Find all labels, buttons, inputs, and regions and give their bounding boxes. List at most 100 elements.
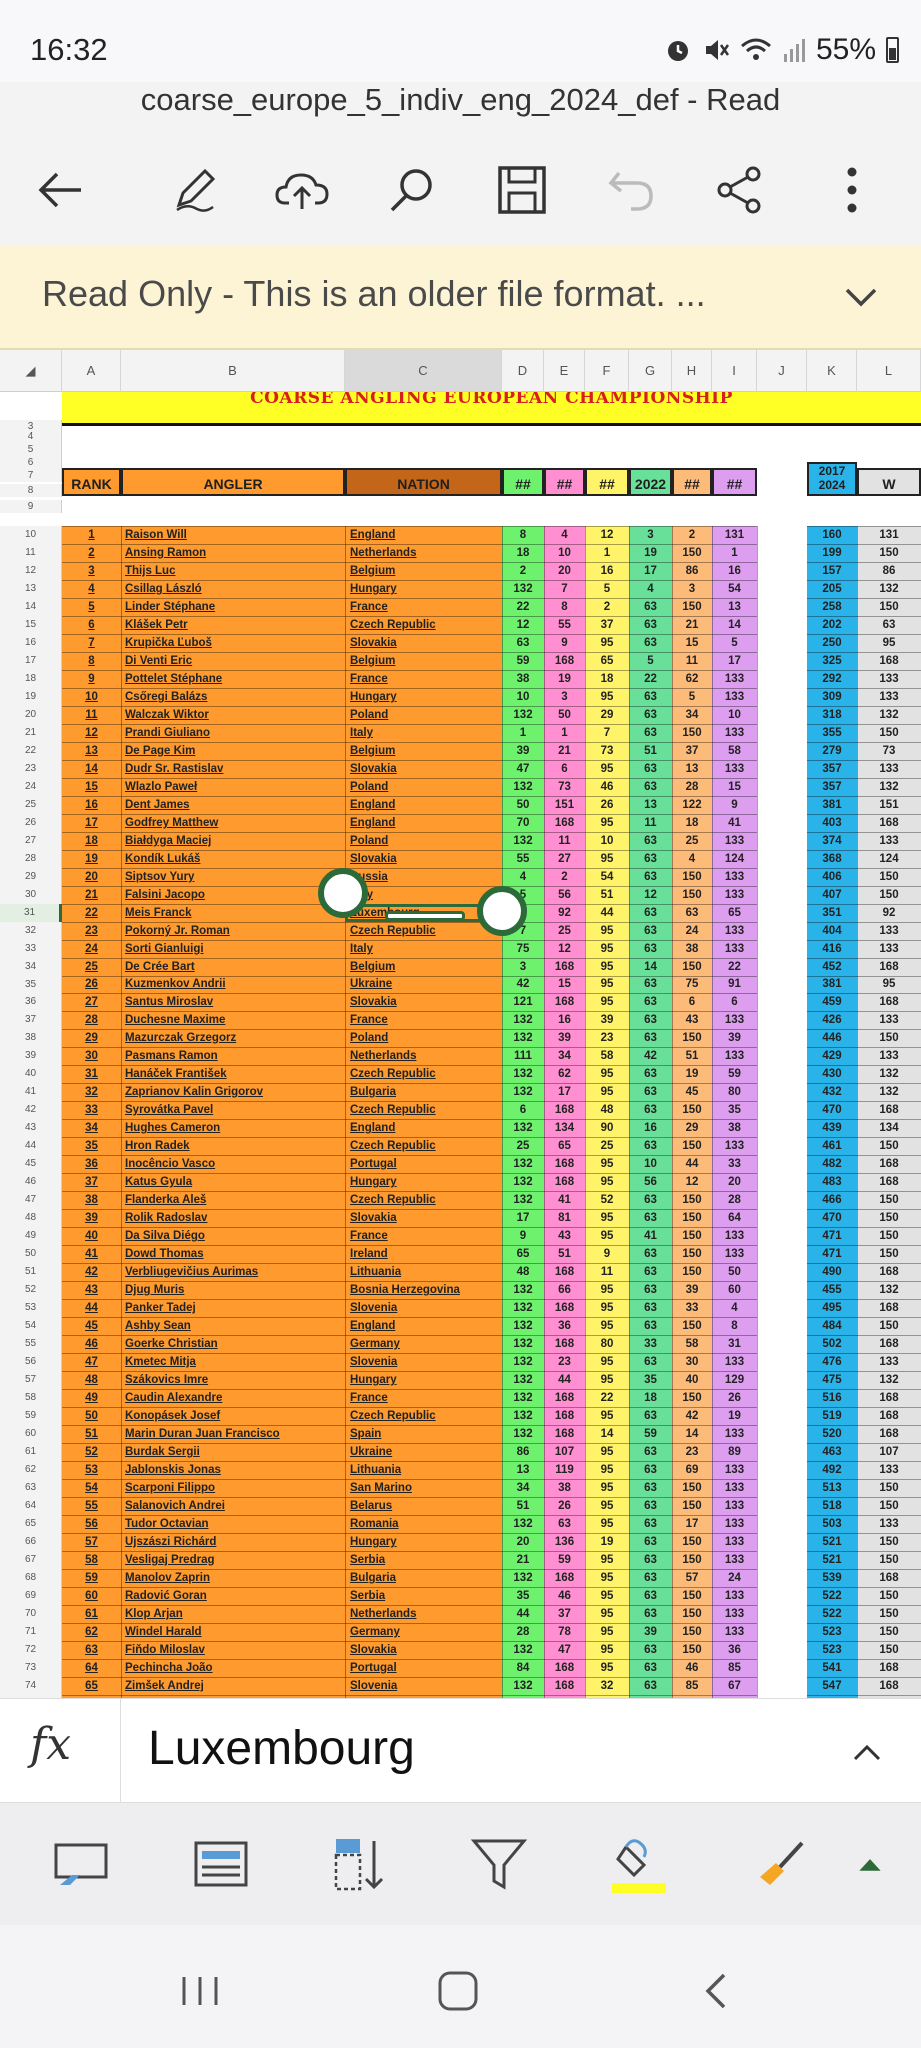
nation-cell[interactable]: England [345,1317,502,1335]
score-cell-e[interactable]: 19 [544,670,585,688]
score-cell-h[interactable]: 2 [672,526,712,544]
rank-cell[interactable]: 36 [62,1155,121,1173]
score-cell-g[interactable]: 63 [629,598,672,616]
rank-cell[interactable]: 53 [62,1461,121,1479]
nation-cell[interactable]: Slovakia [345,993,502,1011]
total-cell[interactable]: 357 [807,760,857,778]
score-cell-g[interactable]: 5 [629,652,672,670]
score-cell-g[interactable]: 63 [629,1407,672,1425]
score-cell-h[interactable]: 150 [672,1137,712,1155]
score-cell-i[interactable]: 133 [712,940,757,958]
worst-cell[interactable]: 92 [857,904,921,922]
angler-cell[interactable]: Pechincha João [121,1659,345,1677]
total-cell[interactable]: 518 [807,1497,857,1515]
score-cell-i[interactable]: 26 [712,1389,757,1407]
rank-cell[interactable]: 33 [62,1101,121,1119]
angler-cell[interactable]: Da Silva Diégo [121,1227,345,1245]
score-cell-e[interactable]: 2 [544,868,585,886]
score-cell-i[interactable]: 14 [712,616,757,634]
worst-cell[interactable]: 150 [857,724,921,742]
score-cell-h[interactable]: 150 [672,1623,712,1641]
total-cell[interactable]: 446 [807,1029,857,1047]
row-header[interactable]: 12 [0,562,62,580]
rank-cell[interactable]: 44 [62,1299,121,1317]
row-header[interactable]: 19 [0,688,62,706]
worst-cell[interactable]: 132 [857,1371,921,1389]
total-cell[interactable]: 470 [807,1209,857,1227]
score-cell-g[interactable]: 63 [629,616,672,634]
score-cell-f[interactable]: 19 [585,1533,629,1551]
recent-apps-icon[interactable] [172,1963,228,2019]
score-cell-d[interactable]: 132 [502,1641,544,1659]
score-cell-d[interactable]: 132 [502,1389,544,1407]
nation-cell[interactable]: Slovakia [345,850,502,868]
rank-cell[interactable]: 17 [62,814,121,832]
score-cell-f[interactable]: 95 [585,1353,629,1371]
score-cell-g[interactable]: 63 [629,940,672,958]
score-cell-g[interactable]: 63 [629,832,672,850]
nation-cell[interactable]: England [345,1119,502,1137]
row-header[interactable]: 4 [0,430,62,443]
score-cell-h[interactable]: 43 [672,1011,712,1029]
worst-cell[interactable]: 133 [857,1047,921,1065]
score-cell-d[interactable]: 132 [502,1371,544,1389]
total-cell[interactable]: 355 [807,724,857,742]
score-cell-e[interactable]: 107 [544,1443,585,1461]
score-cell-i[interactable]: 35 [712,1101,757,1119]
worst-cell[interactable]: 168 [857,1695,921,1698]
score-cell-d[interactable]: 132 [502,1155,544,1173]
score-cell-d[interactable]: 132 [502,1083,544,1101]
total-cell[interactable]: 548 [807,1695,857,1698]
share-button[interactable] [708,158,772,222]
column-header[interactable]: C [345,350,502,392]
column-header[interactable]: H [672,350,712,392]
rank-cell[interactable]: 20 [62,868,121,886]
score-cell-e[interactable]: 27 [544,850,585,868]
score-cell-i[interactable]: 133 [712,1515,757,1533]
score-cell-f[interactable]: 95 [585,976,629,993]
score-cell-d[interactable]: 2 [502,562,544,580]
score-cell-e[interactable]: 168 [544,1677,585,1695]
nation-cell[interactable]: Romania [345,1515,502,1533]
score-cell-f[interactable]: 1 [585,544,629,562]
angler-cell[interactable]: Syrovátka Pavel [121,1101,345,1119]
total-cell[interactable]: 463 [807,1443,857,1461]
score-cell-h[interactable]: 122 [672,796,712,814]
chevron-down-icon[interactable] [839,275,883,319]
score-cell-g[interactable]: 63 [629,1191,672,1209]
save-button[interactable] [490,158,554,222]
row-header[interactable]: 63 [0,1479,62,1497]
angler-cell[interactable]: Szákovics Imre [121,1371,345,1389]
score-cell-i[interactable]: 133 [712,1605,757,1623]
total-cell[interactable]: 541 [807,1659,857,1677]
cell-format-button[interactable] [48,1831,114,1897]
rank-cell[interactable]: 54 [62,1479,121,1497]
undo-button[interactable] [600,158,664,222]
nation-cell[interactable]: Slovenia [345,1353,502,1371]
score-cell-g[interactable]: 63 [629,760,672,778]
nation-cell[interactable]: Czech Republic [345,616,502,634]
total-cell[interactable]: 292 [807,670,857,688]
score-cell-e[interactable]: 168 [544,993,585,1011]
row-header[interactable]: 11 [0,544,62,562]
score-cell-e[interactable]: 92 [544,904,585,922]
rank-cell[interactable]: 41 [62,1245,121,1263]
score-cell-e[interactable]: 56 [544,886,585,904]
score-cell-i[interactable]: 133 [712,1479,757,1497]
score-cell-e[interactable]: 8 [544,598,585,616]
score-cell-g[interactable]: 63 [629,1299,672,1317]
nation-cell[interactable]: Slovenia [345,1677,502,1695]
total-cell[interactable]: 523 [807,1623,857,1641]
score-cell-d[interactable]: 132 [502,1425,544,1443]
score-cell-f[interactable]: 48 [585,1101,629,1119]
rank-cell[interactable]: 2 [62,544,121,562]
row-header[interactable]: 7 [0,469,62,482]
nation-cell[interactable]: Czech Republic [345,1191,502,1209]
score-cell-f[interactable]: 23 [585,1029,629,1047]
score-cell-h[interactable]: 150 [672,1389,712,1407]
angler-cell[interactable]: Santus Miroslav [121,993,345,1011]
total-cell[interactable]: 202 [807,616,857,634]
row-header[interactable]: 54 [0,1317,62,1335]
score-cell-f[interactable]: 95 [585,1299,629,1317]
score-cell-i[interactable]: 16 [712,562,757,580]
